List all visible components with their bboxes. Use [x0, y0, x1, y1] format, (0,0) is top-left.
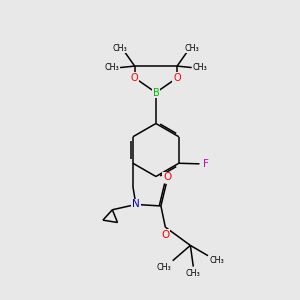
Text: N: N	[132, 200, 140, 209]
Text: O: O	[173, 73, 181, 83]
Text: CH₃: CH₃	[104, 63, 119, 72]
Text: O: O	[131, 73, 139, 83]
Text: O: O	[163, 172, 172, 182]
Text: CH₃: CH₃	[112, 44, 127, 53]
Text: B: B	[152, 88, 159, 98]
Text: F: F	[203, 159, 209, 169]
Text: CH₃: CH₃	[209, 256, 224, 265]
Text: CH₃: CH₃	[193, 63, 207, 72]
Text: CH₃: CH₃	[157, 263, 171, 272]
Text: CH₃: CH₃	[185, 44, 200, 53]
Text: CH₃: CH₃	[186, 269, 201, 278]
Text: O: O	[161, 230, 170, 239]
